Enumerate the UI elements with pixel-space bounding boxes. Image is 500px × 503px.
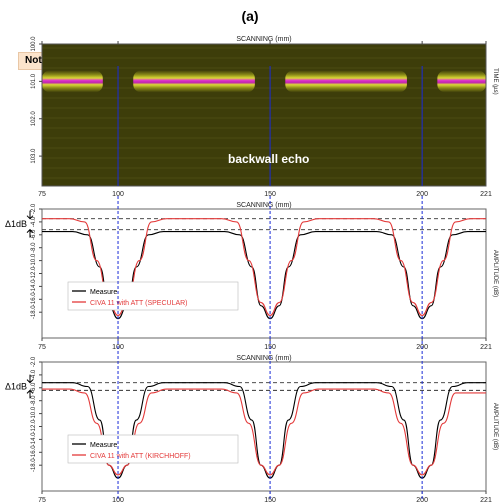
y-tick-label: -14.0 bbox=[31, 432, 37, 446]
y-tick-label: -10.0 bbox=[31, 253, 37, 267]
bscan-y-tick-label: 101.0 bbox=[31, 73, 37, 89]
backwall-echo-segment bbox=[133, 70, 255, 93]
y-tick-label: -16.0 bbox=[31, 292, 37, 306]
y-axis-title: AMPLITUDE (dB) bbox=[492, 403, 498, 450]
delta-arrowhead-top bbox=[26, 215, 34, 220]
y-tick-label: -18.0 bbox=[31, 458, 37, 472]
bscan-x-axis-title: SCANNING (mm) bbox=[236, 36, 291, 43]
delta-arrowhead-bottom bbox=[26, 389, 34, 394]
series-civa bbox=[41, 218, 486, 316]
y-tick-label: -4.0 bbox=[31, 369, 37, 380]
bscan-y-tick-label: 103.0 bbox=[31, 148, 37, 164]
legend-box bbox=[67, 434, 239, 464]
x-tick-label: 75 bbox=[38, 344, 46, 351]
legend-civa-label: CIVA 11 with ATT (KIRCHHOFF) bbox=[90, 453, 191, 460]
y-tick-label: -6.0 bbox=[31, 229, 37, 240]
y-tick-label: -2.0 bbox=[31, 203, 37, 214]
x-tick-label: 221 bbox=[480, 497, 492, 503]
y-tick-label: -16.0 bbox=[31, 445, 37, 459]
bscan-frame bbox=[41, 43, 487, 187]
bscan-y-axis-title: TIME (µs) bbox=[492, 68, 498, 94]
bscan-x-tick-label: 75 bbox=[38, 191, 46, 198]
ascan-frame bbox=[41, 361, 487, 492]
y-tick-label: -12.0 bbox=[31, 266, 37, 280]
x-tick-label: 150 bbox=[264, 497, 276, 503]
delta-1db-label: Δ1dB bbox=[5, 382, 27, 392]
legend-box bbox=[67, 281, 239, 311]
y-tick-label: -6.0 bbox=[31, 382, 37, 393]
delta-1db-label: Δ1dB bbox=[5, 219, 27, 229]
y-tick-label: -12.0 bbox=[31, 419, 37, 433]
backwall-echo-segment bbox=[285, 70, 407, 93]
x-axis-title: SCANNING (mm) bbox=[236, 202, 291, 209]
y-tick-label: -14.0 bbox=[31, 279, 37, 293]
series-civa bbox=[42, 388, 486, 476]
bscan-y-tick-label: 102.0 bbox=[31, 111, 37, 127]
bscan-y-tick-label: 100.0 bbox=[31, 36, 37, 52]
x-tick-label: 100 bbox=[112, 497, 124, 503]
y-tick-label: -4.0 bbox=[31, 216, 37, 227]
delta-arrowhead-top bbox=[26, 379, 34, 384]
backwall-echo-segment bbox=[42, 70, 103, 93]
backwall-echo-segment bbox=[437, 70, 486, 93]
delta-arrowhead-bottom bbox=[26, 228, 34, 233]
x-tick-label: 221 bbox=[480, 344, 492, 351]
backwall-echo-label: backwall echo bbox=[228, 152, 310, 166]
bscan-x-tick-label: 200 bbox=[416, 191, 428, 198]
y-tick-label: -8.0 bbox=[31, 242, 37, 253]
bscan-x-tick-label: 150 bbox=[264, 191, 276, 198]
x-axis-title: SCANNING (mm) bbox=[236, 355, 291, 362]
y-tick-label: -2.0 bbox=[31, 356, 37, 367]
ascan-frame bbox=[41, 208, 487, 339]
x-tick-label: 75 bbox=[38, 497, 46, 503]
y-tick-label: -10.0 bbox=[31, 406, 37, 420]
bscan-x-tick-label: 100 bbox=[112, 191, 124, 198]
y-tick-label: -18.0 bbox=[31, 305, 37, 319]
bscan-x-tick-label: 221 bbox=[480, 191, 492, 198]
y-axis-title: AMPLITUDE (dB) bbox=[492, 250, 498, 297]
legend-measure-label: Measure bbox=[90, 289, 117, 296]
y-tick-label: -8.0 bbox=[31, 395, 37, 406]
x-tick-label: 200 bbox=[416, 497, 428, 503]
figure-label: (a) bbox=[241, 8, 259, 24]
legend-measure-label: Measure bbox=[90, 442, 117, 449]
legend-civa-label: CIVA 11 with ATT (SPECULAR) bbox=[90, 300, 188, 307]
